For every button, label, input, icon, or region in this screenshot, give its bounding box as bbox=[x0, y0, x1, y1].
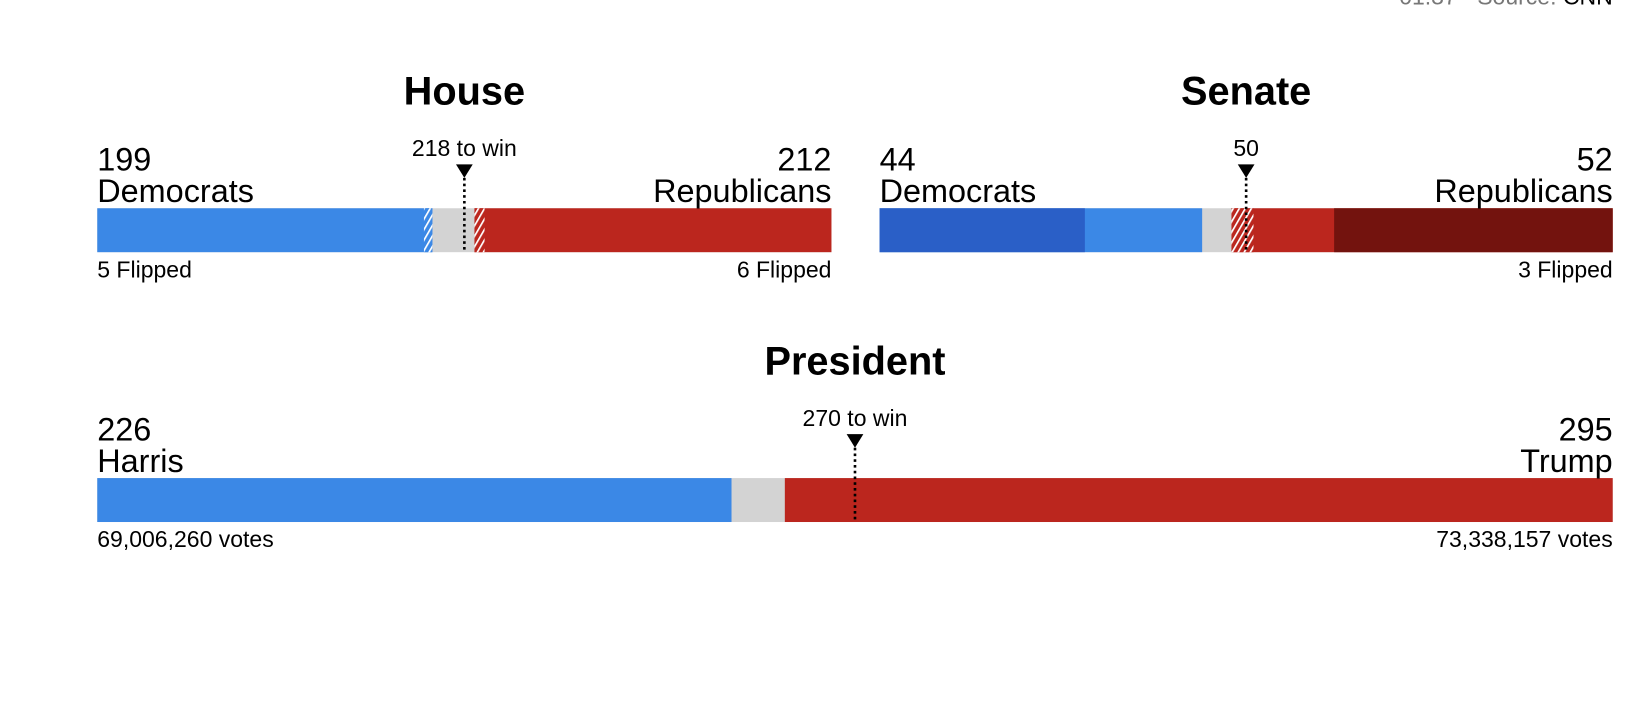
left-held-seats-bar bbox=[879, 208, 1085, 253]
threshold-arrow bbox=[455, 164, 473, 178]
right-footnote: 3 Flipped bbox=[1518, 256, 1613, 282]
source-line: 01:37 - Source: CNN bbox=[1399, 0, 1613, 9]
win-threshold-label: 270 to win bbox=[803, 405, 908, 431]
right-name: Republicans bbox=[653, 173, 831, 209]
threshold-arrow bbox=[846, 434, 864, 448]
left-name: Democrats bbox=[880, 173, 1037, 209]
race-title: House bbox=[404, 70, 525, 114]
left-seats-bar bbox=[97, 208, 433, 253]
left-seat-count: 44 bbox=[880, 142, 916, 178]
left-seat-count: 199 bbox=[97, 142, 151, 178]
race-title: President bbox=[764, 340, 945, 384]
right-seat-count: 295 bbox=[1559, 411, 1613, 447]
right-flipped-bar bbox=[474, 208, 485, 253]
left-footnote: 69,006,260 votes bbox=[97, 526, 273, 552]
threshold-arrow bbox=[1237, 164, 1255, 178]
win-threshold-label: 50 bbox=[1233, 135, 1259, 161]
source: CNN bbox=[1563, 0, 1613, 9]
left-seats-bar bbox=[97, 478, 732, 523]
right-name: Trump bbox=[1520, 443, 1612, 479]
right-seat-count: 212 bbox=[777, 142, 831, 178]
right-seats-bar bbox=[474, 208, 832, 253]
left-flipped-bar bbox=[423, 208, 433, 253]
left-footnote: 5 Flipped bbox=[97, 256, 192, 282]
right-footnote: 6 Flipped bbox=[737, 256, 832, 282]
left-seat-count: 226 bbox=[97, 411, 151, 447]
right-seats-bar bbox=[784, 478, 1613, 523]
win-threshold-label: 218 to win bbox=[412, 135, 517, 161]
right-seat-count: 52 bbox=[1577, 142, 1613, 178]
right-held-seats-bar bbox=[1334, 208, 1613, 253]
right-name: Republicans bbox=[1434, 173, 1612, 209]
left-name: Harris bbox=[97, 443, 183, 479]
time-source: 01:37 - Source: bbox=[1399, 0, 1556, 9]
right-footnote: 73,338,157 votes bbox=[1436, 526, 1612, 552]
right-flipped-bar bbox=[1231, 208, 1254, 253]
race-title: Senate bbox=[1181, 70, 1311, 114]
left-name: Democrats bbox=[97, 173, 254, 209]
